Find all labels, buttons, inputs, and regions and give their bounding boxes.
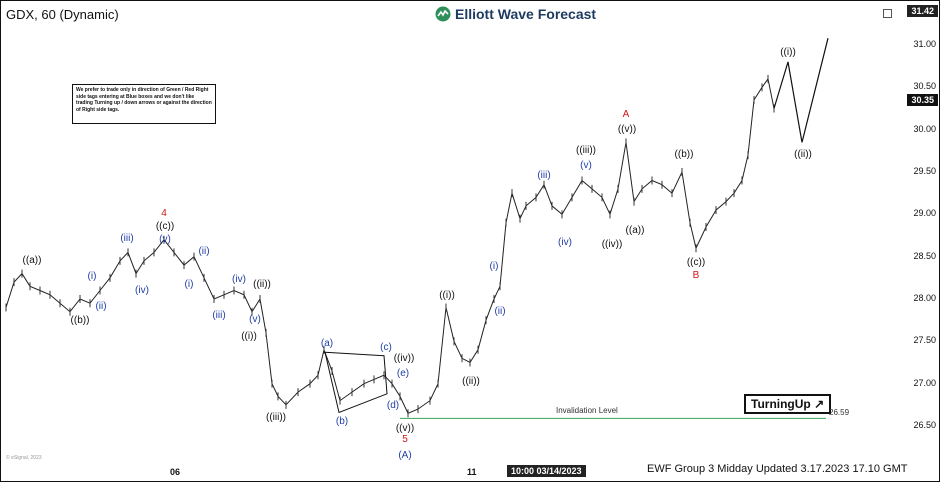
- wave-label: (c): [380, 342, 392, 354]
- ewf-logo-icon: [435, 6, 451, 22]
- date-tick-06: 06: [170, 467, 181, 477]
- arrow-up-right-icon: ↗: [814, 397, 825, 411]
- wave-label: ((i)): [439, 289, 455, 301]
- trading-note: We prefer to trade only in direction of …: [72, 84, 216, 124]
- wave-label: ((i)): [780, 47, 796, 59]
- wave-label: (b): [335, 415, 349, 427]
- wave-label: ((ii)): [794, 149, 812, 161]
- price-axis-label: 29.00: [913, 208, 936, 219]
- max-price-tag: 31.42: [907, 5, 938, 17]
- turning-up-badge: TurningUp ↗: [744, 394, 832, 414]
- wave-label: A: [622, 109, 630, 121]
- price-axis-label: 28.00: [913, 293, 936, 303]
- brand: Elliott Wave Forecast: [435, 6, 596, 22]
- price-axis-label: 28.50: [913, 250, 936, 261]
- symbol-label: GDX, 60 (Dynamic): [6, 7, 119, 22]
- wave-label: (i): [489, 260, 499, 272]
- date-tick-11: 11: [467, 467, 477, 477]
- wave-label: (d): [386, 399, 400, 411]
- wave-label: (iv): [232, 273, 246, 285]
- wave-label: (A): [398, 450, 412, 462]
- price-axis-label: 26.50: [913, 420, 936, 430]
- price-axis-label: 27.50: [913, 335, 936, 346]
- wave-label: ((iii)): [576, 144, 596, 156]
- wave-label: ((iii)): [266, 411, 286, 423]
- wave-label: (i): [87, 270, 97, 282]
- wave-label: (v): [249, 314, 261, 326]
- wave-label: ((ii)): [462, 375, 480, 387]
- wave-label: ((v)): [617, 123, 637, 135]
- wave-label: (iii): [212, 309, 226, 321]
- wave-label: (ii): [198, 246, 210, 258]
- wave-label: (iii): [120, 232, 134, 244]
- footer-text: EWF Group 3 Midday Updated 3.17.2023 17.…: [647, 463, 908, 475]
- price-axis-label: 30.00: [913, 123, 936, 134]
- cursor-date: 10:00 03/14/2023: [507, 465, 586, 477]
- invalidation-value: 26.59: [829, 408, 850, 417]
- wave-label: (ii): [95, 300, 107, 312]
- wave-label: (a): [320, 337, 334, 349]
- wave-label: ((b)): [70, 315, 90, 326]
- brand-text: Elliott Wave Forecast: [455, 6, 597, 22]
- wave-label: (iv): [135, 284, 149, 296]
- triangle-outline: [324, 351, 388, 414]
- wave-label: (e): [396, 367, 410, 379]
- wave-label: ((c)): [155, 221, 175, 233]
- price-axis-label: 29.50: [913, 166, 936, 176]
- wave-label: 5: [402, 434, 408, 446]
- turning-up-label: TurningUp: [751, 397, 811, 411]
- wave-label: B: [692, 270, 700, 282]
- invalidation-label: Invalidation Level: [556, 406, 618, 415]
- projection-path: [773, 38, 829, 143]
- price-axis-label: 27.00: [913, 377, 936, 388]
- wave-label: ((v)): [395, 422, 415, 434]
- wave-label: (i): [184, 278, 194, 290]
- chart-settings-button[interactable]: [883, 9, 892, 18]
- wave-label: ((a)): [22, 254, 42, 266]
- wave-label: ((a)): [625, 225, 645, 237]
- wave-label: (iv): [558, 237, 572, 249]
- wave-label: 4: [161, 208, 167, 220]
- wave-label: ((i)): [241, 331, 257, 343]
- wave-label: ((iv)): [393, 353, 415, 365]
- wave-label: (v): [580, 160, 592, 172]
- wave-label: (v): [159, 233, 171, 245]
- price-axis-label: 30.50: [913, 81, 936, 92]
- wave-label: ((ii)): [253, 278, 271, 290]
- wave-label: ((iv)): [601, 238, 623, 250]
- wave-label: ((b)): [674, 149, 694, 161]
- wave-label: ((c)): [686, 257, 706, 269]
- copyright: © eSignal, 2023: [6, 455, 42, 461]
- wave-label: (iii): [537, 170, 551, 182]
- price-axis-label: 31.00: [913, 39, 936, 49]
- wave-label: (ii): [494, 305, 506, 317]
- price-series-line: [5, 77, 775, 414]
- last-price-tag: 30.35: [907, 94, 938, 106]
